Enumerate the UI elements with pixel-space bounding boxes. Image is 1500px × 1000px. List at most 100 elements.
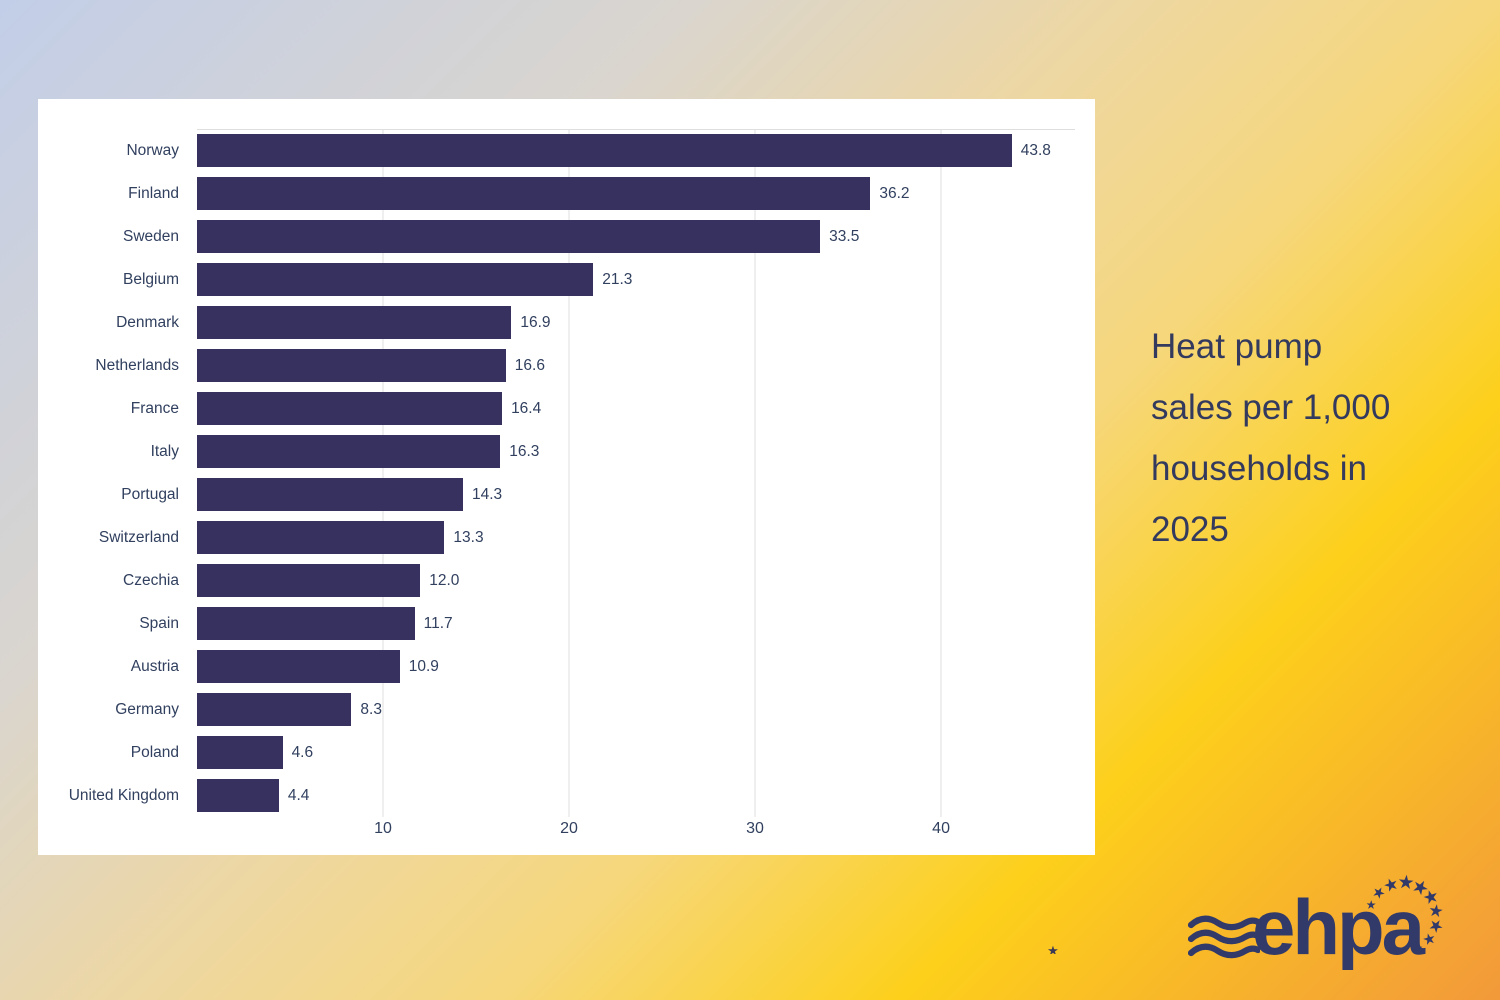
chart-panel: Norway 43.8 Finland 36.2 Sweden 33.5 Belgium 21… [38,99,1095,954]
bar-row: Czechia 12.0 [38,559,1095,602]
bar [197,349,506,382]
country-label: Netherlands [95,356,179,374]
bar [197,779,279,812]
bar [197,392,503,425]
bar-row: France 16.4 [38,387,1095,430]
country-label: Germany [115,700,179,718]
value-label: 11.7 [423,614,453,632]
plot-gridlines [197,129,1075,817]
value-label: 16.4 [511,399,542,417]
bar-row: Belgium 21.3 [38,258,1095,301]
bar [197,177,871,210]
bar [197,306,512,339]
country-label: Portugal [121,485,179,503]
bar-row: Sweden 33.5 [38,215,1095,258]
country-label: Spain [139,614,179,632]
bar-row: Denmark 16.9 [38,301,1095,344]
plot-top-border [197,129,1075,130]
ehpa-wordmark: ehpa [1252,883,1425,971]
page-title: Heat pump sales per 1,000 households in … [1151,316,1481,560]
bar-track: 43.8 [197,134,1075,167]
bar [197,564,421,597]
bar-track: 16.4 [197,392,1075,425]
value-label: 8.3 [360,700,382,718]
bar [197,521,445,554]
title-line: sales per 1,000 [1151,388,1391,427]
bar-chart: Norway 43.8 Finland 36.2 Sweden 33.5 Belgium 21… [38,129,1095,817]
value-label: 12.0 [429,571,460,589]
value-label: 36.2 [879,184,910,202]
value-label: 13.3 [453,528,484,546]
country-label: Italy [150,442,179,460]
bar-track: 33.5 [197,220,1075,253]
gridline [568,129,570,817]
bar-track: 14.3 [197,478,1075,511]
bar-row: Switzerland 13.3 [38,516,1095,559]
bar-track: 13.3 [197,521,1075,554]
bar-row: Netherlands 16.6 [38,344,1095,387]
value-label: 43.8 [1020,141,1051,159]
bar-track: 16.9 [197,306,1075,339]
bar-track: 16.3 [197,435,1075,468]
x-axis: 10 20 30 40 [197,820,1075,842]
bar-track: 21.3 [197,263,1075,296]
country-label: Austria [130,657,179,675]
country-label: Finland [128,184,179,202]
x-tick-label: 40 [932,820,950,837]
value-label: 4.4 [287,786,310,804]
country-label: Switzerland [98,528,179,546]
x-tick-label: 10 [374,820,392,837]
country-label: Czechia [123,571,179,589]
bar-row: Portugal 14.3 [38,473,1095,516]
x-tick-label: 20 [560,820,578,837]
waves-icon [1188,915,1260,959]
title-line: Heat pump [1151,327,1323,366]
bar-row: Italy 16.3 [38,430,1095,473]
cropped-logo-artifact: ★ [1047,944,1059,954]
bar-track: 16.6 [197,349,1075,382]
ehpa-logo: ehpa ★ ★ ★ ★ ★ ★ ★ ★ ★ ★ [1186,870,1462,985]
bar-row: Norway 43.8 [38,129,1095,172]
bar-track: 11.7 [197,607,1075,640]
country-label: Denmark [116,313,179,331]
bar-row: United Kingdom 4.4 [38,774,1095,817]
value-label: 10.9 [408,657,439,675]
title-line: 2025 [1151,510,1229,549]
value-label: 16.9 [520,313,551,331]
bar-track: 36.2 [197,177,1075,210]
bar-row: Austria 10.9 [38,645,1095,688]
country-label: United Kingdom [68,786,179,804]
x-tick-label: 30 [746,820,764,837]
bar [197,134,1012,167]
bar [197,693,352,726]
bar [197,607,415,640]
value-label: 4.6 [291,743,314,761]
value-label: 14.3 [472,485,503,503]
country-label: Belgium [123,270,179,288]
gridline [754,129,756,817]
value-label: 16.3 [509,442,540,460]
bar-track: 4.6 [197,736,1075,769]
bar [197,263,594,296]
country-label: Norway [126,141,179,159]
bar-row: Spain 11.7 [38,602,1095,645]
bar-row: Finland 36.2 [38,172,1095,215]
gridline [940,129,942,817]
bar [197,435,501,468]
bar [197,650,400,683]
bar-track: 8.3 [197,693,1075,726]
bar-row: Poland 4.6 [38,731,1095,774]
title-line: households in [1151,449,1367,488]
gridline [382,129,384,817]
bar [197,736,283,769]
bar-row: Germany 8.3 [38,688,1095,731]
bar-track: 4.4 [197,779,1075,812]
country-label: France [130,399,179,417]
value-label: 33.5 [829,227,860,245]
value-label: 16.6 [514,356,545,374]
country-label: Poland [130,743,179,761]
bar [197,478,463,511]
value-label: 21.3 [602,270,633,288]
bar-track: 12.0 [197,564,1075,597]
